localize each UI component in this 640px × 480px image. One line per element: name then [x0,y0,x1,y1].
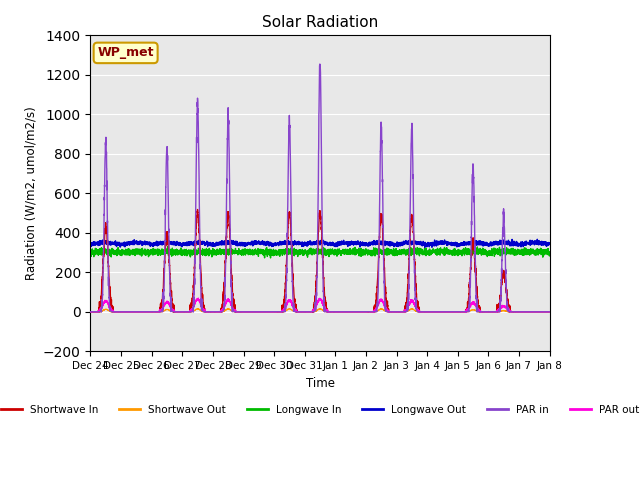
X-axis label: Time: Time [305,377,335,390]
Y-axis label: Radiation (W/m2, umol/m2/s): Radiation (W/m2, umol/m2/s) [24,107,37,280]
Legend: Shortwave In, Shortwave Out, Longwave In, Longwave Out, PAR in, PAR out: Shortwave In, Shortwave Out, Longwave In… [0,401,640,419]
Text: WP_met: WP_met [97,47,154,60]
Title: Solar Radiation: Solar Radiation [262,15,378,30]
